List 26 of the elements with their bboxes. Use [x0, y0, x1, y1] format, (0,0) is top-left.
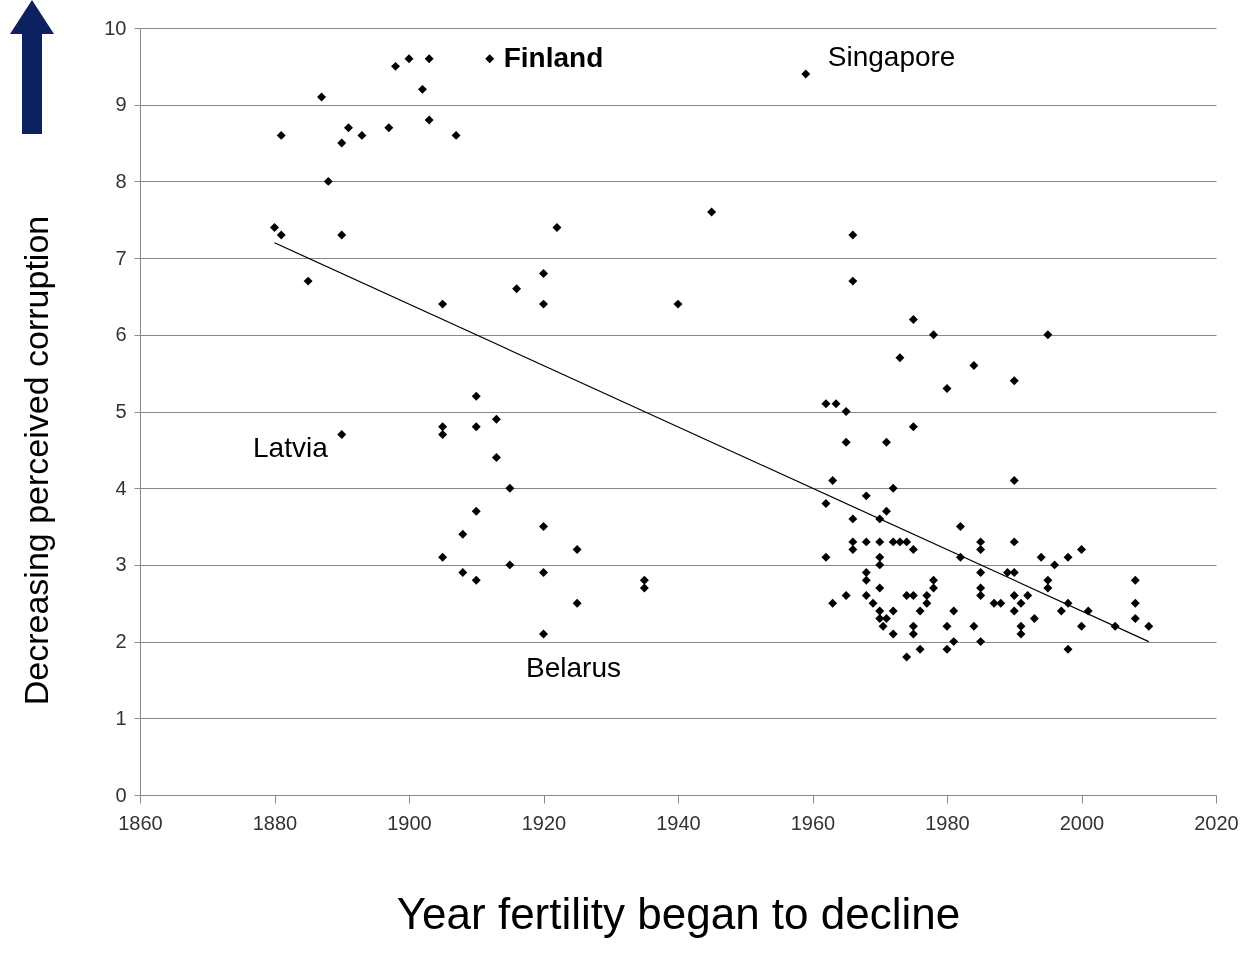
y-tick-label: 10 [104, 16, 127, 39]
y-tick-label: 0 [115, 783, 127, 806]
x-tick-label: 1980 [925, 811, 970, 834]
y-axis-title: Decreasing perceived corruption [16, 215, 55, 706]
y-tick-label: 5 [115, 400, 127, 422]
y-tick-label: 6 [115, 323, 127, 346]
x-tick-label: 1880 [252, 811, 298, 834]
annotation: Latvia [253, 431, 329, 463]
y-tick-label: 2 [115, 630, 127, 653]
x-axis-title: Year fertility began to decline [396, 888, 961, 938]
y-tick-label: 4 [115, 476, 127, 499]
x-tick-label: 2020 [1194, 811, 1239, 834]
y-tick-label: 9 [115, 93, 127, 116]
x-tick-label: 1940 [656, 811, 701, 834]
annotation: Finland [503, 41, 604, 73]
x-tick-label: 2000 [1059, 811, 1105, 834]
y-tick-label: 3 [115, 553, 127, 576]
x-tick-label: 1920 [521, 811, 567, 834]
annotation: Singapore [827, 41, 956, 73]
annotation: Belarus [526, 651, 621, 683]
x-tick-label: 1860 [118, 811, 163, 834]
x-tick-label: 1960 [790, 811, 836, 834]
y-tick-label: 8 [115, 169, 127, 192]
y-tick-label: 7 [115, 246, 127, 269]
y-tick-label: 1 [115, 706, 127, 729]
x-tick-label: 1900 [387, 811, 432, 834]
